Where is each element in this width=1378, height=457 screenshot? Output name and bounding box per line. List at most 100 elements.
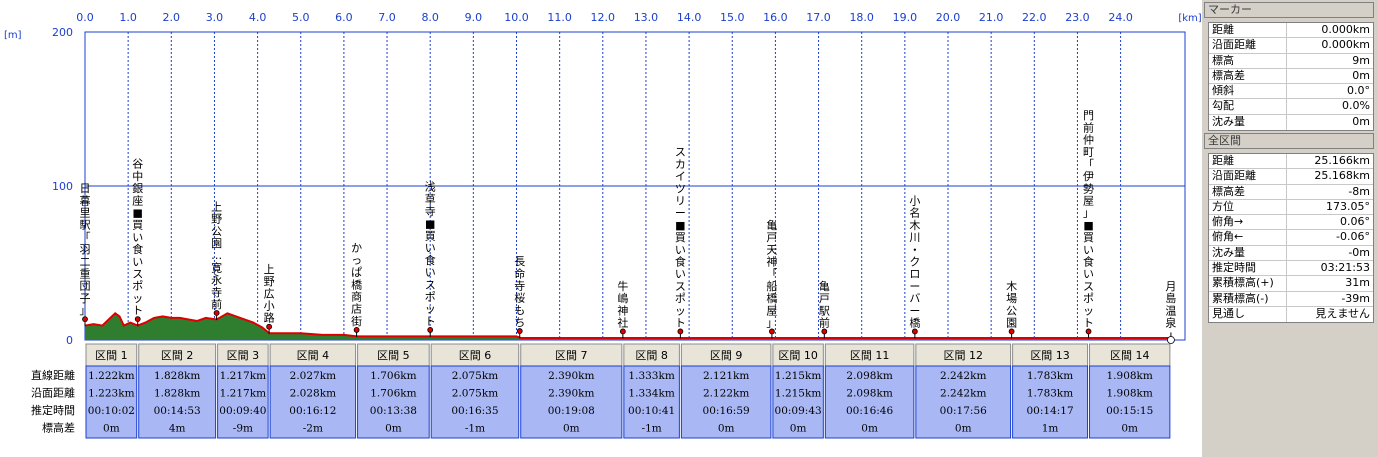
y-unit-label: [m]	[4, 30, 22, 41]
segment-name: 区間 12	[943, 349, 983, 362]
total-panel-title: 全区間	[1204, 133, 1374, 149]
segment-name: 区間 13	[1030, 349, 1070, 362]
total-panel-row-label: 俯角→	[1209, 215, 1287, 230]
marker-dot[interactable]	[266, 323, 273, 330]
marker-label: 小名木川・クローバー橋	[909, 194, 920, 329]
profile-chart-area[interactable]: 0.0 1.0 2.0 3.0 4.0 5.0 6.0 7.0 8.0 9.0 10.0 11.0 12…	[0, 0, 1202, 457]
segment-time: 00:15:15	[1106, 405, 1153, 417]
marker-dot[interactable]	[677, 328, 684, 335]
x-tick-label: 0.0	[76, 11, 94, 24]
segment-time: 00:14:17	[1026, 405, 1073, 417]
segment-body[interactable]	[772, 365, 824, 439]
marker-dot[interactable]	[516, 328, 523, 334]
x-tick-label: 8.0	[421, 11, 439, 24]
segment-row-label: 沿面距離	[31, 386, 75, 400]
segment-body[interactable]	[357, 365, 430, 439]
segment-name: 区間 1	[95, 349, 128, 362]
marker-label: 長命寺桜もち	[514, 255, 525, 329]
marker-dot[interactable]	[213, 310, 220, 316]
marker-dot[interactable]	[911, 328, 918, 335]
x-tick-label: 15.0	[720, 11, 745, 24]
x-tick-label: 4.0	[249, 11, 267, 24]
segment-body[interactable]	[520, 365, 623, 439]
segment-body[interactable]	[269, 365, 357, 439]
marker-panel-row-label: 勾配	[1209, 99, 1287, 114]
segment-time: 00:13:38	[370, 405, 417, 417]
total-panel-row-label: 累積標高(-)	[1209, 291, 1287, 306]
total-panel-row-value: 見えません	[1315, 306, 1370, 320]
marker-label: 日暮里駅「羽二重団子」	[80, 182, 91, 317]
segment-time: 00:10:41	[628, 405, 675, 417]
marker-dot[interactable]	[769, 328, 775, 335]
marker-panel-row-value: 0.000km	[1321, 38, 1370, 52]
marker-dot[interactable]	[353, 326, 360, 333]
total-panel-row-label: 累積標高(+)	[1209, 276, 1287, 291]
segment-surface: 1.783km	[1027, 388, 1073, 400]
marker-label: 木場公園	[1006, 280, 1017, 330]
segment-body[interactable]	[1012, 365, 1089, 439]
marker-dot[interactable]	[82, 316, 88, 323]
segment-time: 00:14:53	[154, 405, 201, 417]
marker-dot[interactable]	[821, 328, 828, 335]
segment-name: 区間 7	[555, 349, 588, 362]
segment-name: 区間 8	[635, 349, 668, 362]
segment-diff: 0m	[790, 423, 807, 435]
segment-body[interactable]	[430, 365, 520, 439]
marker-dot[interactable]	[134, 316, 141, 323]
x-tick-label: 9.0	[465, 11, 483, 24]
segment-diff: -1m	[642, 423, 662, 435]
total-panel-row: 累積標高(-) -39m	[1209, 291, 1373, 307]
elevation-profile-chart[interactable]: 0.0 1.0 2.0 3.0 4.0 5.0 6.0 7.0 8.0 9.0 10.0 11.0 12…	[0, 0, 1202, 457]
segment-body[interactable]	[680, 365, 772, 439]
total-panel-row-value: 03:21:53	[1320, 261, 1370, 275]
segment-straight: 1.222km	[88, 370, 134, 382]
marker-label: 谷中銀座■買い食いスポット	[132, 158, 143, 317]
route-line	[84, 312, 1171, 339]
segment-straight: 1.706km	[370, 370, 416, 382]
segment-name: 区間 9	[710, 349, 743, 362]
marker-label: 上野公園…寛永寺前	[211, 200, 222, 311]
marker-panel-row: 沈み量 0m	[1209, 114, 1373, 131]
x-tick-label: 5.0	[292, 11, 310, 24]
segment-body[interactable]	[1089, 365, 1171, 439]
segment-time: 00:10:02	[88, 405, 135, 417]
segment-name: 区間 5	[377, 349, 410, 362]
x-tick-label: 7.0	[378, 11, 396, 24]
segment-diff: 0m	[563, 423, 580, 435]
marker-panel-row-value: 0m	[1352, 68, 1370, 82]
marker-label: 浅草寺■買い食いスポット	[425, 181, 436, 328]
total-panel-row-value: 173.05°	[1326, 199, 1370, 213]
segment-diff: -9m	[233, 423, 253, 435]
total-panel-row-label: 沿面距離	[1209, 169, 1287, 184]
x-tick-label: 17.0	[806, 11, 831, 24]
total-panel-row: 沿面距離 25.168km	[1209, 169, 1373, 185]
marker-panel-row: 標高 9m	[1209, 53, 1373, 69]
total-panel-row-value: -8m	[1348, 184, 1370, 198]
marker-dot[interactable]	[1008, 328, 1015, 335]
segment-surface: 1.908km	[1107, 388, 1153, 400]
segment-body[interactable]	[217, 365, 269, 439]
segment-diff: 4m	[169, 423, 186, 435]
segment-body[interactable]	[138, 365, 217, 439]
segment-time: 00:09:40	[219, 405, 266, 417]
x-tick-label: 24.0	[1108, 11, 1133, 24]
segment-row-label: 推定時間	[31, 403, 75, 417]
y-tick-label: 100	[52, 180, 73, 193]
marker-label: 上野広小路	[264, 263, 275, 325]
segment-name: 区間 3	[227, 349, 260, 362]
marker-dot[interactable]	[1085, 328, 1092, 335]
info-sidebar: マーカー 距離 0.000km 沿面距離 0.000km 標高 9m 標高差 0m 傾斜 0.0°…	[1202, 0, 1378, 457]
segment-surface: 2.242km	[940, 388, 986, 400]
segment-body[interactable]	[623, 365, 680, 439]
marker-dot[interactable]	[1167, 336, 1175, 344]
total-panel-row: 方位 173.05°	[1209, 199, 1373, 216]
marker-panel-row: 標高差 0m	[1209, 68, 1373, 85]
segment-body[interactable]	[824, 365, 915, 439]
segment-body[interactable]	[85, 365, 138, 439]
marker-panel-row-value: 0.0%	[1342, 99, 1370, 113]
x-tick-label: 6.0	[335, 11, 353, 24]
segment-straight: 1.217km	[220, 370, 266, 382]
segment-body[interactable]	[915, 365, 1012, 439]
marker-dot[interactable]	[427, 327, 434, 333]
marker-dot[interactable]	[619, 328, 626, 335]
